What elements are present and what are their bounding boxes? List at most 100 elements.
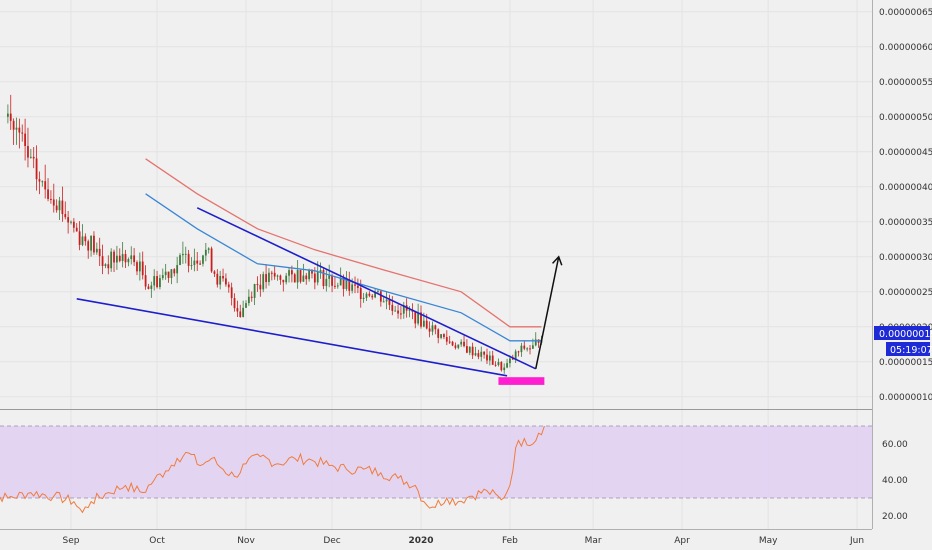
candle-body [491,355,494,365]
candle [480,346,483,362]
candle [179,253,181,266]
candle [471,342,474,360]
candle-body [41,181,44,183]
candle [474,346,477,357]
candle-body [222,276,224,279]
rsi-tick-label: 60.00 [882,440,908,450]
candle-body [130,255,133,260]
candle-body [184,253,187,255]
candle [437,328,440,344]
price-tick-label: 0.00000035 [879,218,932,228]
price-tick-label: 0.00000065 [879,8,932,18]
candle [38,171,41,195]
candle [466,339,468,354]
candle-body [454,345,457,348]
candle [27,127,29,168]
candle-body [242,307,245,317]
candle-body [253,283,256,298]
candle-body [362,297,365,299]
candle [93,231,95,255]
candle-body [225,278,227,285]
candle [305,272,308,285]
candle-body [517,351,520,353]
candle-body [308,270,311,280]
candle [454,342,457,350]
candle-body [299,270,302,282]
candle [133,247,136,267]
candle [259,274,262,297]
candle [90,235,92,257]
candle-body [27,146,29,158]
candle [50,190,52,204]
candle [526,347,529,352]
candle [118,248,121,263]
candle-body [156,276,158,288]
time-tick-label: May [759,536,778,546]
candle-body [204,249,207,256]
candle-body [523,345,526,349]
candle [116,245,118,270]
candle-body [506,363,508,368]
candle-body [377,291,379,293]
candle-body [448,341,451,343]
candle [64,201,67,220]
candle [107,255,110,275]
candle-body [428,328,431,332]
candle [81,224,84,247]
candle-body [371,295,374,298]
candle-body [55,205,58,211]
candle-body [259,284,262,290]
candle-body [400,313,402,315]
candle-body [339,277,342,286]
price-badges: 0.00000019 05:19:07 [874,326,932,356]
candle-body [391,304,394,311]
current-price-label: 0.00000019 [879,329,932,340]
candle [87,239,90,259]
candle [288,267,290,283]
candle-body [425,320,428,329]
price-tick-label: 0.00000045 [879,148,932,158]
candle [296,259,299,289]
candle-body [136,262,138,272]
candle-body [348,279,351,291]
candle [279,274,282,285]
candle [44,164,47,199]
candle [110,248,113,272]
candle [6,104,9,124]
candle [293,272,296,283]
candle [483,351,486,359]
candle [147,283,150,290]
rsi-pane [0,425,872,514]
candle-body [52,199,55,206]
time-tick-label: Mar [585,536,602,546]
candle-body [445,337,448,342]
candle [193,248,196,272]
candle-body [285,275,288,283]
candle-body [334,285,336,287]
candle [256,276,259,292]
candle-body [6,113,9,117]
candle-body [104,264,107,266]
candle [431,321,434,336]
candle [434,324,437,335]
time-axis[interactable]: Sep Oct Nov Dec 2020 Feb Mar Apr May Jun [63,536,865,546]
candle [144,265,147,290]
candle-body [67,217,70,223]
candle-body [75,227,78,232]
candle [414,310,417,329]
candle-body [81,236,84,245]
candle-body [273,272,276,277]
candle-body [72,221,75,228]
candle [138,252,141,281]
candle-body [437,329,440,338]
candle-body [466,346,468,353]
candle-body [227,284,230,288]
candle-body [365,293,368,298]
candle-body [354,284,356,286]
rsi-axis[interactable]: 60.00 40.00 20.00 [882,440,908,522]
price-tick-label: 0.00000055 [879,78,932,88]
candle [156,270,158,289]
time-tick-label: Oct [149,536,165,546]
candle-body [291,270,293,275]
